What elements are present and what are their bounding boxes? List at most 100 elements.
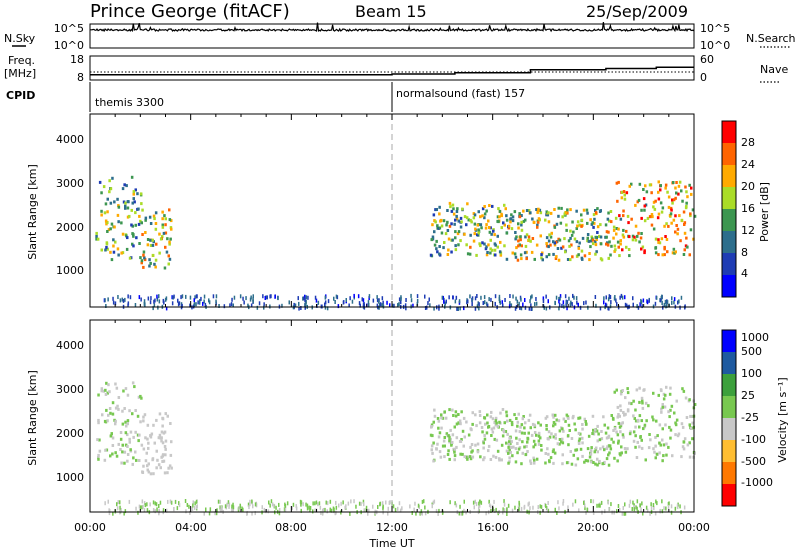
- ground-scatter-cell: [565, 303, 567, 308]
- ground-scatter-cell: [518, 502, 521, 507]
- scatter-cell: [138, 214, 141, 218]
- scatter-cell: [662, 392, 666, 396]
- scatter-cell: [562, 429, 565, 433]
- ground-scatter-cell: [573, 295, 575, 300]
- velocity-colorbar-blocks: [722, 330, 736, 506]
- scatter-cell: [142, 419, 145, 423]
- scatter-cell: [691, 208, 695, 212]
- scatter-cell: [577, 439, 581, 443]
- scatter-cell: [669, 408, 672, 412]
- ground-scatter-cell: [660, 296, 663, 301]
- scatter-cell: [476, 450, 480, 454]
- scatter-cell: [654, 435, 657, 439]
- scatter-cell: [167, 254, 170, 258]
- ground-scatter-cell: [520, 506, 523, 511]
- scatter-cell: [669, 436, 672, 440]
- scatter-cell: [509, 442, 512, 446]
- scatter-cell: [101, 413, 104, 417]
- scatter-cell: [475, 424, 478, 428]
- ground-scatter-cell: [574, 499, 577, 504]
- scatter-cell: [121, 187, 125, 191]
- scatter-cell: [147, 446, 150, 450]
- scatter-cell: [97, 421, 100, 425]
- scatter-cell: [140, 261, 143, 265]
- ground-scatter-cell: [609, 295, 612, 299]
- ground-scatter-cell: [248, 505, 250, 510]
- scatter-cell: [650, 191, 653, 195]
- ground-scatter-cell: [556, 511, 558, 515]
- scatter-cell: [139, 394, 142, 398]
- scatter-cell: [610, 220, 613, 224]
- scatter-cell: [577, 246, 581, 250]
- scatter-cell: [443, 436, 446, 439]
- ground-scatter-cell: [571, 302, 573, 307]
- ground-scatter-cell: [529, 299, 531, 304]
- scatter-cell: [507, 224, 511, 228]
- scatter-cell: [610, 437, 613, 441]
- scatter-cell: [668, 425, 671, 429]
- ground-scatter-cell: [208, 511, 211, 516]
- ground-scatter-cell: [363, 305, 366, 310]
- scatter-cell: [692, 237, 695, 241]
- ground-scatter-cell: [142, 504, 144, 509]
- scatter-cell: [103, 419, 107, 423]
- ground-scatter-cell: [232, 508, 234, 512]
- ground-scatter-cell: [413, 507, 415, 512]
- scatter-cell: [150, 432, 154, 436]
- ground-scatter-cell: [400, 300, 402, 304]
- scatter-cell: [447, 449, 450, 453]
- scatter-cell: [493, 248, 497, 252]
- scatter-cell: [109, 454, 112, 458]
- ground-scatter-cell: [270, 499, 273, 504]
- freq-ytick-top: 18: [70, 53, 84, 66]
- scatter-cell: [630, 217, 633, 221]
- scatter-cell: [166, 471, 169, 475]
- ground-scatter-cell: [361, 297, 363, 302]
- scatter-cell: [669, 386, 672, 390]
- scatter-cell: [641, 399, 644, 403]
- scatter-cell: [499, 411, 502, 415]
- scatter-cell: [146, 468, 149, 472]
- scatter-cell: [470, 443, 474, 446]
- ground-scatter-cell: [263, 305, 265, 310]
- scatter-cell: [482, 446, 485, 450]
- scatter-cell: [644, 401, 648, 405]
- scatter-cell: [109, 227, 112, 231]
- power-cbar-tick-16: 16: [741, 202, 755, 215]
- scatter-cell: [648, 433, 651, 436]
- ground-scatter-cell: [119, 505, 121, 510]
- scatter-cell: [447, 237, 451, 241]
- ground-scatter-cell: [365, 507, 367, 512]
- scatter-cell: [680, 218, 684, 222]
- ground-scatter-cell: [117, 295, 119, 299]
- ground-scatter-cell: [326, 306, 329, 311]
- ground-scatter-cell: [156, 507, 158, 512]
- ground-scatter-cell: [480, 500, 483, 505]
- scatter-cell: [545, 213, 548, 217]
- scatter-cell: [451, 238, 454, 242]
- scatter-cell: [450, 209, 454, 213]
- ground-scatter-cell: [633, 507, 636, 512]
- scatter-cell: [587, 239, 591, 243]
- scatter-cell: [526, 440, 529, 444]
- ground-scatter-cell: [535, 297, 537, 301]
- power-yticks: 1000 2000 3000 4000: [56, 133, 84, 277]
- scatter-cell: [665, 442, 668, 446]
- ground-scatter-cell: [381, 303, 383, 308]
- scatter-cell: [617, 421, 621, 425]
- scatter-cell: [660, 410, 663, 414]
- ground-scatter-cell: [424, 511, 427, 516]
- scatter-cell: [557, 419, 561, 423]
- scatter-cell: [147, 441, 150, 445]
- ground-scatter-cell: [601, 510, 603, 515]
- scatter-cell: [144, 216, 148, 220]
- scatter-cell: [134, 450, 137, 454]
- scatter-cell: [593, 450, 596, 454]
- scatter-cell: [636, 440, 639, 444]
- ground-scatter-cell: [281, 303, 283, 308]
- ground-scatter-cell: [208, 298, 210, 303]
- scatter-cell: [448, 201, 452, 205]
- scatter-cell: [121, 422, 125, 426]
- ground-scatter-cell: [640, 298, 642, 303]
- ground-scatter-cell: [539, 510, 541, 515]
